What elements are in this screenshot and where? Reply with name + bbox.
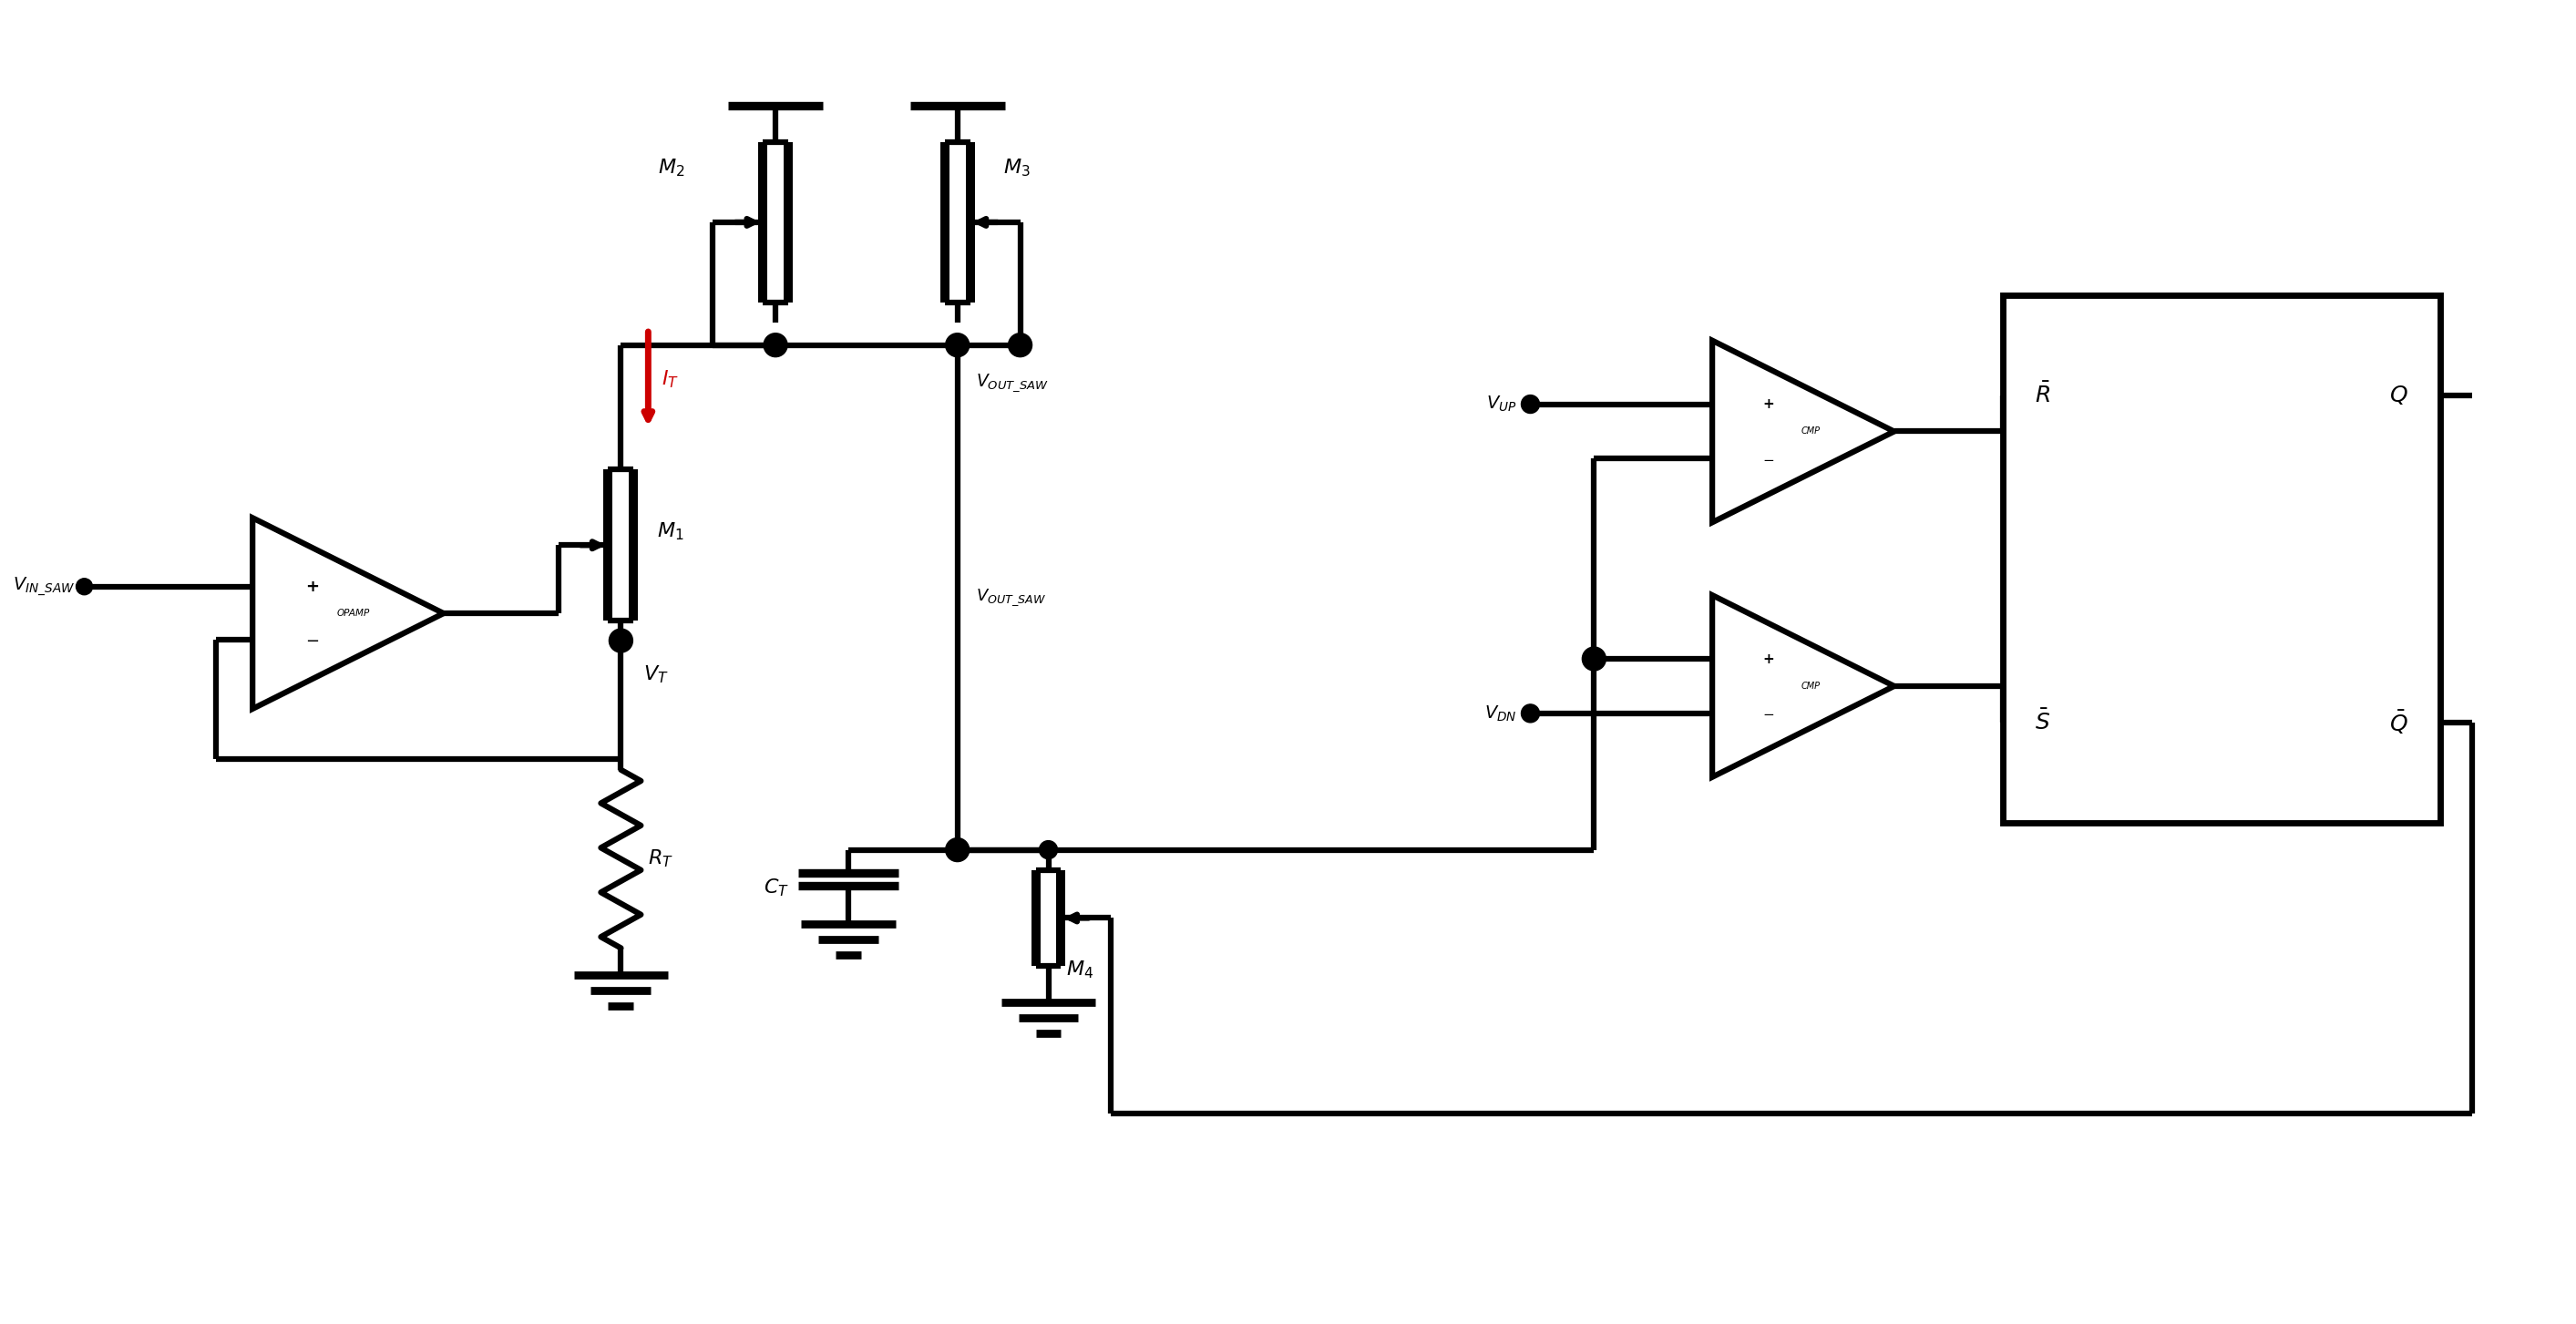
Text: $M_2$: $M_2$: [657, 158, 685, 179]
Text: $-$: $-$: [1762, 707, 1775, 720]
Circle shape: [945, 838, 969, 862]
Text: $M_4$: $M_4$: [1066, 959, 1095, 981]
Text: +: +: [1762, 651, 1775, 666]
Text: +: +: [1762, 397, 1775, 410]
Text: OPAMP: OPAMP: [337, 609, 368, 618]
Circle shape: [1522, 395, 1540, 413]
Text: $V_{OUT\_SAW}$: $V_{OUT\_SAW}$: [976, 588, 1046, 608]
Text: $-$: $-$: [1762, 451, 1775, 466]
Text: $\bar{R}$: $\bar{R}$: [2035, 383, 2050, 408]
Text: $V_T$: $V_T$: [644, 663, 670, 685]
Bar: [2004, 295, 2439, 822]
Text: CMP: CMP: [1801, 682, 1821, 691]
Text: $-$: $-$: [304, 632, 319, 649]
Circle shape: [762, 334, 788, 357]
Text: $V_{IN\_SAW}$: $V_{IN\_SAW}$: [13, 576, 75, 597]
Text: $M_3$: $M_3$: [1002, 158, 1030, 179]
Circle shape: [1522, 704, 1540, 723]
Circle shape: [608, 629, 634, 653]
Text: $\bar{S}$: $\bar{S}$: [2035, 710, 2050, 735]
Text: $\bar{Q}$: $\bar{Q}$: [2388, 708, 2409, 736]
Text: $V_{DN}$: $V_{DN}$: [1484, 703, 1517, 723]
Text: $C_T$: $C_T$: [762, 878, 788, 899]
Circle shape: [1007, 334, 1033, 357]
Text: $R_T$: $R_T$: [649, 849, 675, 870]
Circle shape: [77, 579, 93, 594]
Circle shape: [1582, 647, 1605, 671]
Text: CMP: CMP: [1801, 426, 1821, 436]
Text: $Q$: $Q$: [2388, 384, 2409, 406]
Text: $V_{UP}$: $V_{UP}$: [1486, 395, 1517, 414]
Text: +: +: [304, 579, 319, 594]
Circle shape: [945, 334, 969, 357]
Text: $I_T$: $I_T$: [662, 368, 680, 389]
Text: $M_1$: $M_1$: [657, 520, 685, 543]
Circle shape: [1038, 841, 1059, 859]
Text: $V_{OUT\_SAW}$: $V_{OUT\_SAW}$: [976, 372, 1048, 395]
